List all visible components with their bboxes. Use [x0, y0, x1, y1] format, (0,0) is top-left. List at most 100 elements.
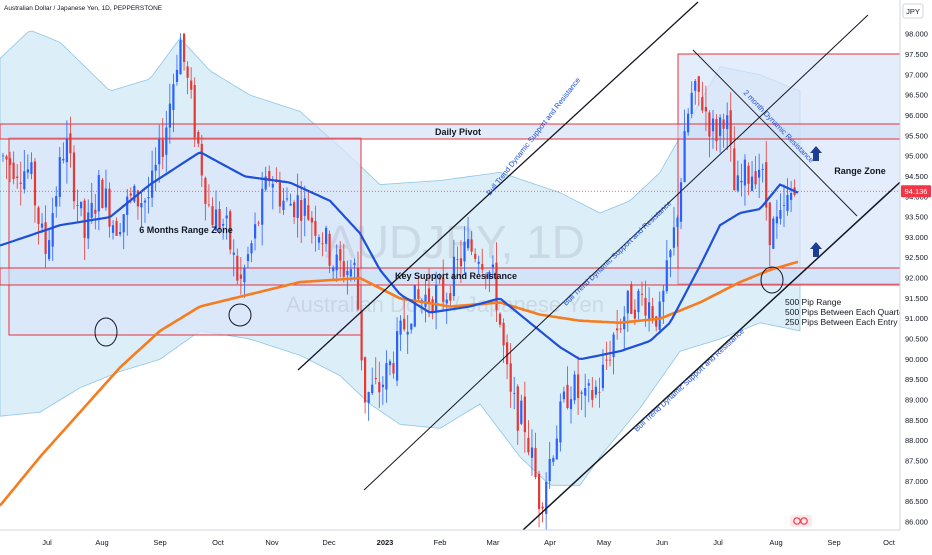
- candle: [332, 265, 335, 281]
- candle-body: [786, 194, 789, 211]
- candle-body: [413, 285, 416, 327]
- candle-body: [87, 212, 90, 239]
- candle-body: [69, 133, 72, 154]
- candle-body: [427, 288, 431, 303]
- candle-body: [48, 240, 51, 259]
- candle-body: [197, 132, 200, 144]
- candle: [640, 281, 644, 306]
- candle: [562, 386, 565, 403]
- candle: [506, 334, 509, 380]
- candle-body: [676, 217, 679, 228]
- candle-body: [271, 183, 274, 188]
- candle-body: [562, 391, 565, 400]
- candle: [548, 441, 551, 489]
- candle-body: [360, 310, 363, 361]
- candle-body: [445, 299, 448, 304]
- candle: [371, 367, 374, 395]
- time-axis: Jul Aug Sep Oct Nov Dec 2023 Feb Mar Apr May Jun Jul…: [0, 529, 900, 550]
- candle-body: [452, 256, 455, 296]
- candle: [328, 230, 331, 274]
- candle-body: [186, 66, 189, 78]
- candle: [58, 147, 61, 207]
- currency-badge[interactable]: [902, 3, 924, 19]
- candle: [715, 114, 718, 151]
- price-tick-label: 86.500: [905, 497, 928, 506]
- price-tick-label: 94.500: [905, 172, 928, 181]
- candle: [456, 246, 459, 278]
- candle-body: [44, 222, 47, 254]
- time-tick-label: Jul: [713, 538, 723, 547]
- time-tick-label: Mar: [487, 538, 500, 547]
- candle: [750, 161, 754, 192]
- candle-body: [513, 393, 516, 394]
- candle-body: [325, 227, 328, 244]
- time-tick-label: Apr: [544, 538, 556, 547]
- candle-body: [506, 342, 509, 365]
- middle-channel-line: [363, 14, 869, 491]
- candle-body: [523, 396, 526, 433]
- candle: [94, 193, 97, 230]
- candle-body: [509, 363, 512, 392]
- candle: [413, 285, 416, 328]
- candle-body: [332, 267, 335, 272]
- candle: [19, 161, 22, 206]
- candle-body: [516, 386, 519, 431]
- candle-body: [619, 328, 622, 330]
- range-zone-label: Range Zone: [834, 166, 886, 176]
- candle-body: [129, 193, 132, 196]
- candlestick-series: [1, 32, 796, 534]
- price-tick-label: 98.000: [905, 30, 928, 39]
- candle-body: [246, 254, 250, 261]
- candle: [218, 201, 221, 234]
- candle-body: [626, 290, 629, 314]
- candle: [250, 240, 253, 263]
- candle-body: [690, 92, 693, 114]
- candle: [33, 158, 37, 223]
- candle: [477, 255, 480, 275]
- candle-body: [133, 186, 136, 202]
- candle: [293, 200, 296, 224]
- candle: [317, 234, 321, 250]
- candle-body: [225, 215, 228, 219]
- candle: [140, 190, 143, 228]
- candle: [335, 244, 338, 282]
- candle: [236, 248, 239, 285]
- candle-body: [204, 177, 207, 204]
- candle: [545, 472, 548, 534]
- price-tick-label: 97.500: [905, 50, 928, 59]
- candle: [72, 145, 76, 210]
- candle: [669, 249, 672, 278]
- price-tick-label: 90.000: [905, 355, 928, 364]
- candle: [484, 273, 487, 290]
- candle: [701, 81, 704, 113]
- time-tick-label: May: [597, 538, 611, 547]
- candle: [711, 110, 715, 149]
- candle-body: [580, 392, 583, 394]
- replay-icon[interactable]: [790, 515, 812, 527]
- candle-body: [183, 33, 186, 62]
- candle-body: [683, 131, 686, 183]
- candle-body: [16, 176, 19, 178]
- candle-body: [119, 232, 122, 235]
- candle-body: [175, 69, 179, 82]
- candle: [584, 373, 587, 418]
- candle-body: [289, 203, 292, 206]
- candle: [630, 281, 633, 315]
- candle: [498, 312, 502, 328]
- candle: [44, 205, 47, 269]
- candle-body: [268, 171, 271, 182]
- candle: [467, 216, 470, 251]
- candle: [222, 218, 225, 240]
- candle: [406, 315, 409, 354]
- candle-body: [747, 165, 750, 184]
- symbol-title: Australian Dollar / Japanese Yen, 1D, PE…: [4, 5, 163, 12]
- candle: [1, 152, 5, 162]
- candle: [410, 323, 413, 334]
- candle-body: [378, 382, 381, 393]
- low-circle-2: [228, 303, 252, 327]
- candle-body: [779, 210, 782, 219]
- candle: [278, 171, 281, 214]
- candle: [271, 176, 274, 210]
